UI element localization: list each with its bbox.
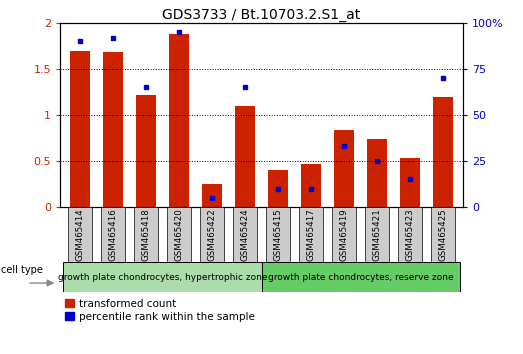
Text: GSM465422: GSM465422 <box>208 208 217 261</box>
Title: GDS3733 / Bt.10703.2.S1_at: GDS3733 / Bt.10703.2.S1_at <box>162 8 361 22</box>
FancyBboxPatch shape <box>266 207 290 262</box>
FancyBboxPatch shape <box>431 207 454 262</box>
Bar <box>136 95 156 207</box>
FancyBboxPatch shape <box>366 207 389 262</box>
FancyBboxPatch shape <box>262 262 460 292</box>
Text: growth plate chondrocytes, hypertrophic zone: growth plate chondrocytes, hypertrophic … <box>58 273 267 281</box>
Text: GSM465420: GSM465420 <box>175 208 184 261</box>
Bar <box>334 130 354 207</box>
Bar <box>400 158 420 207</box>
Legend: transformed count, percentile rank within the sample: transformed count, percentile rank withi… <box>65 299 255 322</box>
Text: GSM465417: GSM465417 <box>306 208 315 261</box>
Bar <box>202 184 222 207</box>
Text: GSM465425: GSM465425 <box>439 208 448 261</box>
Bar <box>268 170 288 207</box>
Bar <box>103 52 123 207</box>
FancyBboxPatch shape <box>233 207 257 262</box>
Text: cell type: cell type <box>1 266 43 275</box>
Bar <box>301 164 321 207</box>
FancyBboxPatch shape <box>399 207 422 262</box>
Text: GSM465416: GSM465416 <box>108 208 118 261</box>
Bar <box>169 34 189 207</box>
Bar <box>70 51 90 207</box>
FancyBboxPatch shape <box>134 207 157 262</box>
Bar <box>235 106 255 207</box>
FancyBboxPatch shape <box>63 262 262 292</box>
Bar <box>367 139 387 207</box>
Bar <box>433 97 453 207</box>
Text: GSM465418: GSM465418 <box>141 208 151 261</box>
Text: GSM465423: GSM465423 <box>405 208 415 261</box>
FancyBboxPatch shape <box>69 207 92 262</box>
FancyBboxPatch shape <box>200 207 223 262</box>
Text: growth plate chondrocytes, reserve zone: growth plate chondrocytes, reserve zone <box>268 273 453 281</box>
FancyBboxPatch shape <box>167 207 190 262</box>
Text: GSM465421: GSM465421 <box>372 208 382 261</box>
Text: GSM465415: GSM465415 <box>274 208 282 261</box>
FancyBboxPatch shape <box>300 207 323 262</box>
Text: GSM465419: GSM465419 <box>339 208 348 261</box>
FancyBboxPatch shape <box>101 207 124 262</box>
Text: GSM465424: GSM465424 <box>241 208 249 261</box>
Text: GSM465414: GSM465414 <box>75 208 84 261</box>
FancyBboxPatch shape <box>333 207 356 262</box>
